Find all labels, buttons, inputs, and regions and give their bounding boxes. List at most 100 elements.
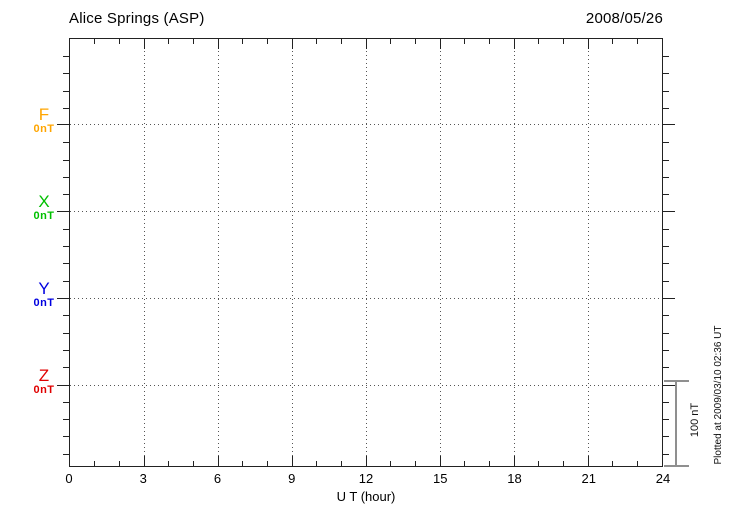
bottom-tick-h18 xyxy=(513,456,515,466)
bottom-tick-h19 xyxy=(538,461,540,466)
left-minor-tick xyxy=(63,194,69,196)
scale-bar-label: 100 nT xyxy=(689,402,701,438)
right-minor-tick xyxy=(663,315,669,317)
right-minor-tick xyxy=(663,401,669,403)
bottom-tick-h12 xyxy=(365,456,367,466)
top-tick-h7 xyxy=(242,39,244,44)
bottom-tick-h6 xyxy=(217,456,219,466)
left-major-tick-Z xyxy=(57,384,70,386)
bottom-tick-h11 xyxy=(340,461,342,466)
bottom-tick-h2 xyxy=(118,461,120,466)
right-minor-tick xyxy=(663,142,669,144)
x-tick-12: 12 xyxy=(358,471,374,486)
left-minor-tick xyxy=(63,90,69,92)
trace-label-X: X 0nT xyxy=(22,193,66,223)
plot-date: 2008/05/26 xyxy=(585,10,663,27)
right-minor-tick xyxy=(663,56,669,58)
trace-name-Y: Y xyxy=(38,279,50,298)
left-minor-tick xyxy=(63,419,69,421)
top-tick-h22 xyxy=(612,39,614,44)
left-minor-tick xyxy=(63,453,69,455)
left-minor-tick xyxy=(63,436,69,438)
left-minor-tick xyxy=(63,332,69,334)
top-tick-h19 xyxy=(538,39,540,44)
x-tick-9: 9 xyxy=(288,471,296,486)
top-tick-h21 xyxy=(587,39,589,49)
top-tick-h11 xyxy=(340,39,342,44)
gridline-hour-12 xyxy=(365,39,367,466)
left-minor-tick xyxy=(63,107,69,109)
left-minor-tick xyxy=(63,280,69,282)
right-minor-tick xyxy=(663,332,669,334)
right-minor-tick xyxy=(663,107,669,109)
trace-label-Z: Z 0nT xyxy=(22,367,66,397)
top-tick-h1 xyxy=(94,39,96,44)
right-major-tick-X xyxy=(662,210,675,212)
bottom-tick-h3 xyxy=(143,456,145,466)
left-major-tick-X xyxy=(57,210,70,212)
left-minor-tick xyxy=(63,56,69,58)
right-minor-tick xyxy=(663,90,669,92)
top-tick-h3 xyxy=(143,39,145,49)
bottom-tick-h15 xyxy=(439,456,441,466)
top-tick-h23 xyxy=(636,39,638,44)
bottom-tick-h8 xyxy=(266,461,268,466)
right-minor-tick xyxy=(663,177,669,179)
left-minor-tick xyxy=(63,159,69,161)
trace-name-Z: Z xyxy=(38,366,50,385)
right-minor-tick xyxy=(663,159,669,161)
bottom-tick-h22 xyxy=(612,461,614,466)
bottom-tick-h4 xyxy=(168,461,170,466)
gridline-hour-18 xyxy=(513,39,515,466)
plotted-at-note: Plotted at 2009/03/10 02:36 UT xyxy=(713,325,724,465)
page-title: Alice Springs (ASP) xyxy=(69,10,205,27)
top-tick-h20 xyxy=(562,39,564,44)
scale-bar-bottom-cap xyxy=(664,465,689,467)
bottom-tick-h17 xyxy=(488,461,490,466)
trace-label-Y: Y 0nT xyxy=(22,280,66,310)
plot-area xyxy=(57,38,675,467)
top-tick-h17 xyxy=(488,39,490,44)
right-major-tick-F xyxy=(662,123,675,125)
left-minor-tick xyxy=(63,246,69,248)
bottom-tick-h10 xyxy=(316,461,318,466)
left-major-tick-F xyxy=(57,123,70,125)
top-tick-h15 xyxy=(439,39,441,49)
left-minor-tick xyxy=(63,142,69,144)
left-minor-tick xyxy=(63,367,69,369)
top-tick-h12 xyxy=(365,39,367,49)
right-minor-tick xyxy=(663,280,669,282)
left-minor-tick xyxy=(63,73,69,75)
top-tick-h2 xyxy=(118,39,120,44)
left-minor-tick xyxy=(63,349,69,351)
x-axis-label: U T (hour) xyxy=(336,489,396,504)
x-tick-24: 24 xyxy=(655,471,671,486)
top-tick-h6 xyxy=(217,39,219,49)
right-minor-tick xyxy=(663,194,669,196)
right-minor-tick xyxy=(663,349,669,351)
x-tick-18: 18 xyxy=(507,471,522,486)
right-minor-tick xyxy=(663,73,669,75)
bottom-tick-h21 xyxy=(587,456,589,466)
right-minor-tick xyxy=(663,263,669,265)
bottom-tick-h5 xyxy=(192,461,194,466)
bottom-tick-h1 xyxy=(94,461,96,466)
bottom-tick-h16 xyxy=(464,461,466,466)
bottom-tick-h14 xyxy=(414,461,416,466)
top-tick-h13 xyxy=(390,39,392,44)
top-tick-h4 xyxy=(168,39,170,44)
bottom-tick-h7 xyxy=(242,461,244,466)
right-minor-tick xyxy=(663,367,669,369)
x-tick-6: 6 xyxy=(213,471,222,486)
top-tick-h16 xyxy=(464,39,466,44)
right-major-tick-Y xyxy=(662,297,675,299)
trace-zero-X: 0nT xyxy=(33,210,55,222)
trace-label-F: F 0nT xyxy=(22,106,66,136)
top-tick-h18 xyxy=(513,39,515,49)
left-major-tick-Y xyxy=(57,297,70,299)
trace-zero-F: 0nT xyxy=(33,123,55,135)
x-tick-21: 21 xyxy=(581,471,596,486)
right-minor-tick xyxy=(663,228,669,230)
right-minor-tick xyxy=(663,453,669,455)
x-tick-0: 0 xyxy=(65,471,73,486)
